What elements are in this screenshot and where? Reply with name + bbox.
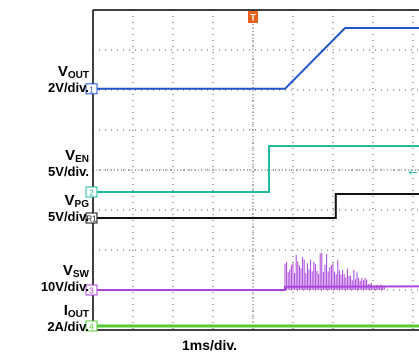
channel-marker-label: 1 [89,85,94,94]
trace-ven [93,145,419,193]
channel-marker-label: 4 [89,323,94,332]
label-vpg-scale: 5V/div. [48,209,89,224]
label-vpg-symbol: VPG [64,192,89,210]
label-vsw-symbol: VSW [62,262,89,280]
label-vpg: VPG 5V/div. [48,193,89,223]
channel-marker [85,320,98,332]
trace-vsw-switching-burst [284,252,385,290]
trigger-level-arrow: ← [408,166,417,179]
channel-marker [85,83,98,95]
label-vsw-scale: 10V/div. [40,279,89,294]
label-iout-symbol: IOUT [63,302,89,320]
label-vout-scale: 2V/div. [48,80,89,95]
channel-marker [85,186,98,198]
channel-marker [85,284,98,296]
trace-vout [93,27,419,90]
trigger-marker [248,11,258,23]
channel-marker [85,212,98,224]
label-vsw: VSW 10V/div. [41,263,89,293]
trace-vpg [93,193,419,219]
channel-marker-label: 2 [89,189,94,198]
x-axis-label: 1ms/div. [182,337,237,353]
trigger-marker-label: T [250,13,256,23]
label-ven-symbol: VEN [65,147,89,165]
label-ven: VEN 5V/div. [48,148,89,178]
channel-marker-label: R1 [86,215,97,224]
label-iout: IOUT 2A/div. [47,303,89,333]
channel-marker-label: 3 [89,287,94,296]
label-iout-scale: 2A/div. [47,319,89,334]
label-ven-scale: 5V/div. [48,164,89,179]
label-vout-symbol: VOUT [57,63,89,81]
label-vout: VOUT 2V/div. [48,64,89,94]
